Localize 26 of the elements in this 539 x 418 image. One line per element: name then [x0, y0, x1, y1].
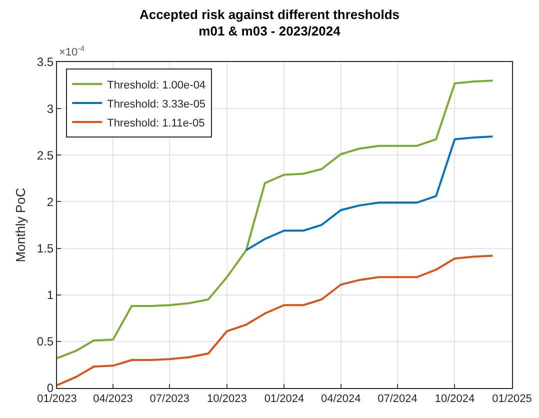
legend-label: Threshold: 3.33e-05	[107, 98, 206, 110]
x-tick-label: 01/2023	[37, 393, 77, 406]
x-tick-label: 10/2023	[207, 393, 247, 406]
y-axis-title: Monthly PoC	[12, 188, 28, 262]
x-tick-label: 01/2024	[264, 393, 304, 406]
chart-title: Accepted risk against different thresholds m01 & m03 - 2023/2024	[139, 6, 400, 39]
line-series	[57, 254, 494, 386]
line-series	[57, 80, 494, 360]
x-tick-label: 10/2024	[434, 393, 475, 406]
y-tick-label: 0	[46, 381, 54, 396]
text: ×10$^{-4}$	[59, 44, 86, 59]
y-tick-label: 3	[46, 102, 54, 116]
y-tick-label: 1	[46, 288, 54, 302]
y-tick-label: 0.5	[36, 334, 54, 349]
x-tick-label: 04/2024	[320, 393, 361, 406]
line-series	[245, 136, 494, 252]
y-tick-label: 2	[46, 194, 54, 209]
y-tick-label: 3.5	[36, 55, 54, 70]
legend-label: Threshold: 1.00e-04	[107, 79, 206, 92]
x-tick-label: 01/2025	[492, 393, 532, 406]
y-tick-label: 2.5	[36, 148, 54, 162]
legend-label: Threshold: 1.11e-05	[107, 117, 205, 130]
x-tick-label: 07/2023	[150, 393, 190, 406]
x-tick-label: 07/2024	[378, 393, 418, 406]
y-tick-label: 1.5	[36, 241, 54, 256]
x-tick-label: 04/2023	[93, 393, 133, 406]
